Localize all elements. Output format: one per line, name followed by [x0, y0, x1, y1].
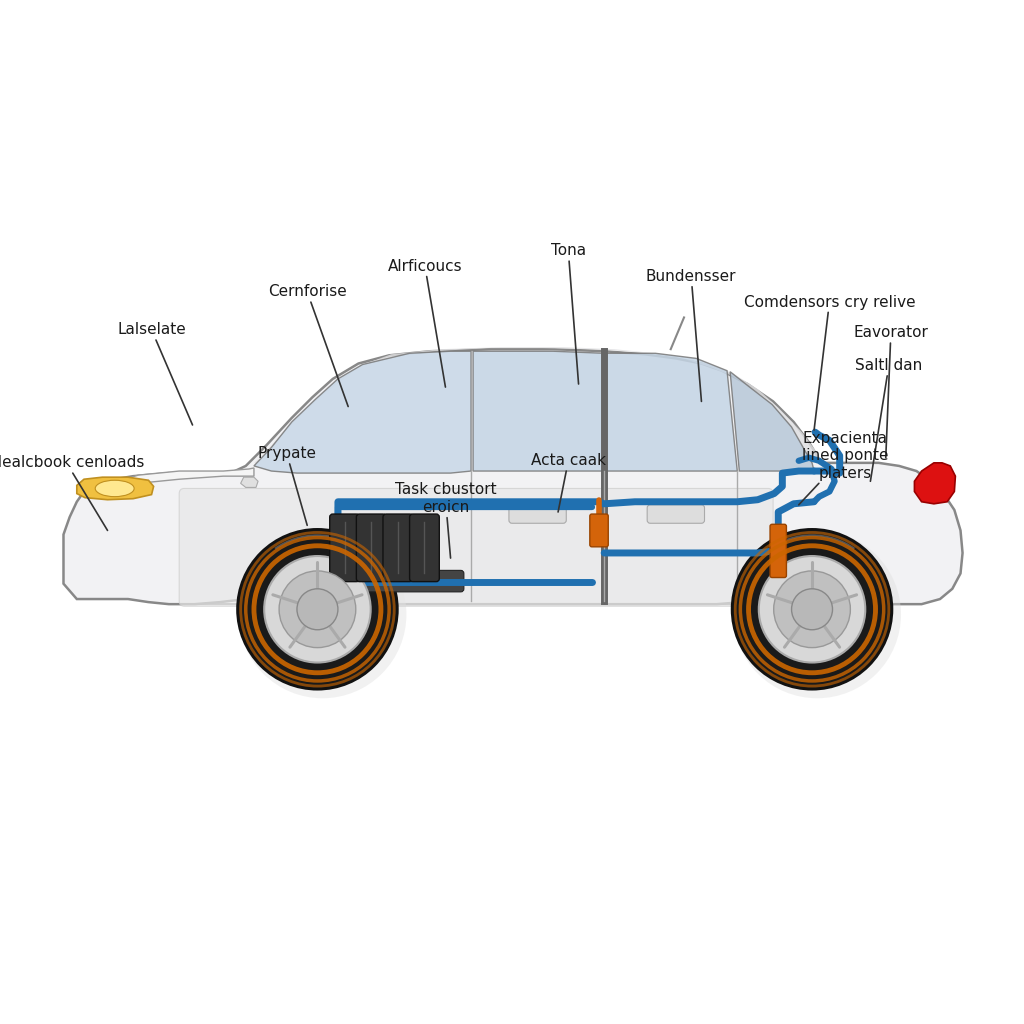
Text: Prypate: Prypate — [257, 446, 316, 525]
FancyBboxPatch shape — [647, 505, 705, 523]
FancyBboxPatch shape — [590, 514, 608, 547]
Text: Tona: Tona — [551, 244, 586, 384]
Text: Acta caak: Acta caak — [530, 454, 606, 512]
Text: Lalselate: Lalselate — [117, 323, 193, 425]
Text: Mealcbook cenloads: Mealcbook cenloads — [0, 456, 144, 530]
Circle shape — [774, 571, 850, 647]
FancyBboxPatch shape — [356, 514, 386, 582]
Polygon shape — [63, 349, 963, 612]
FancyBboxPatch shape — [383, 514, 413, 582]
Ellipse shape — [733, 530, 901, 698]
Polygon shape — [77, 477, 154, 500]
Polygon shape — [254, 347, 823, 463]
FancyBboxPatch shape — [179, 488, 773, 606]
Polygon shape — [606, 353, 737, 471]
Text: Comdensors cry relive: Comdensors cry relive — [743, 295, 915, 430]
Polygon shape — [84, 468, 254, 497]
Text: Bundensser: Bundensser — [646, 269, 736, 401]
Text: Saltl dan: Saltl dan — [855, 358, 923, 481]
Polygon shape — [914, 463, 955, 504]
FancyBboxPatch shape — [325, 570, 464, 592]
Circle shape — [792, 589, 833, 630]
Circle shape — [759, 556, 865, 663]
Circle shape — [264, 556, 371, 663]
Text: Cernforise: Cernforise — [268, 285, 348, 407]
Polygon shape — [473, 351, 604, 471]
Circle shape — [732, 529, 892, 689]
Polygon shape — [254, 351, 471, 473]
Circle shape — [297, 589, 338, 630]
Text: Eavorator: Eavorator — [853, 326, 929, 458]
Circle shape — [238, 529, 397, 689]
FancyBboxPatch shape — [770, 524, 786, 578]
Text: Task cbustort
eroicn: Task cbustort eroicn — [394, 482, 497, 558]
FancyBboxPatch shape — [509, 505, 566, 523]
Ellipse shape — [239, 530, 407, 698]
Circle shape — [280, 571, 355, 647]
Text: Expacienta
lined ponte
platers: Expacienta lined ponte platers — [799, 431, 888, 505]
FancyBboxPatch shape — [410, 514, 439, 582]
Ellipse shape — [95, 480, 134, 497]
Text: Alrficoucs: Alrficoucs — [388, 259, 462, 387]
Polygon shape — [241, 477, 258, 487]
Polygon shape — [730, 372, 814, 471]
FancyBboxPatch shape — [330, 514, 359, 582]
